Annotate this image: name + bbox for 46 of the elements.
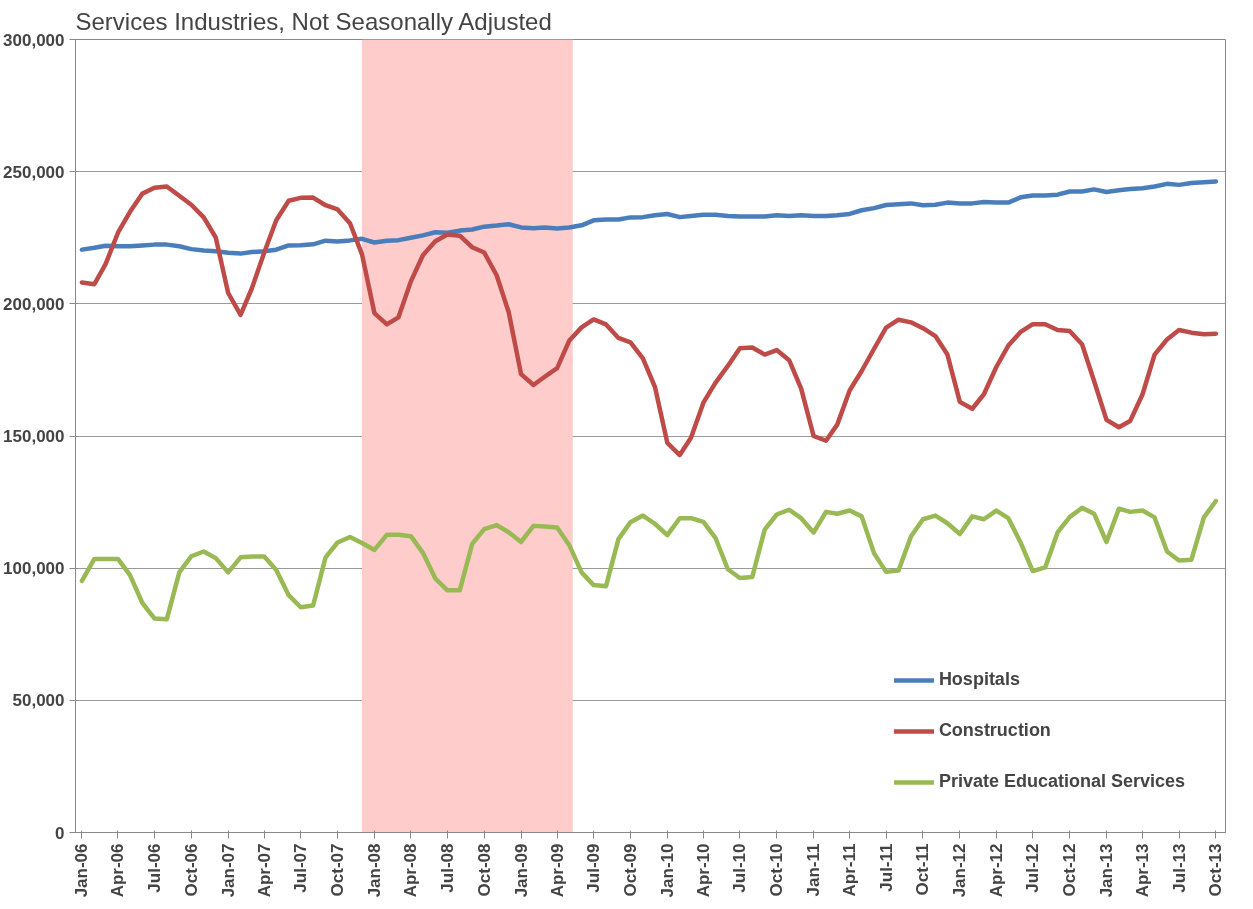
x-tick-label: Apr-09 xyxy=(547,843,567,898)
y-tick-label: 300,000 xyxy=(3,30,65,50)
y-tick-label: 50,000 xyxy=(12,691,65,711)
x-tick-label: Oct-12 xyxy=(1060,843,1080,897)
x-tick-label: Oct-10 xyxy=(767,843,787,897)
x-tick-label: Jan-06 xyxy=(72,843,92,898)
y-tick-label: 150,000 xyxy=(3,427,65,446)
x-tick-label: Apr-07 xyxy=(254,843,274,898)
x-tick-label: Jul-06 xyxy=(144,843,164,893)
x-tick-label: Apr-06 xyxy=(108,843,128,898)
x-tick-label: Apr-13 xyxy=(1133,843,1153,898)
x-tick-label: Jan-12 xyxy=(950,843,970,898)
x-tick-label: Jan-10 xyxy=(657,843,677,898)
x-tick-label: Jul-12 xyxy=(1023,843,1043,893)
x-tick-label: Jul-13 xyxy=(1169,843,1189,893)
x-tick-label: Jan-13 xyxy=(1096,843,1116,898)
x-tick-label: Jan-08 xyxy=(364,843,384,898)
legend-label: Private Educational Services xyxy=(938,771,1185,792)
x-tick-label: Jan-11 xyxy=(804,843,824,897)
x-tick-label: Oct-09 xyxy=(620,843,640,897)
chart-title: Services Industries, Not Seasonally Adjusted xyxy=(75,7,552,35)
line-series xyxy=(79,498,1219,622)
x-tick-label: Apr-10 xyxy=(693,843,713,898)
y-tick-label: 200,000 xyxy=(3,294,65,314)
legend-label: Hospitals xyxy=(938,669,1020,690)
x-tick-label: Oct-08 xyxy=(474,843,494,897)
y-tick-label: 100,000 xyxy=(3,559,65,579)
x-tick-label: Jan-09 xyxy=(511,843,531,898)
x-tick-label: Jul-09 xyxy=(584,843,604,893)
x-tick-label: Apr-08 xyxy=(401,843,421,898)
legend-label: Construction xyxy=(938,720,1051,741)
x-tick-label: Apr-12 xyxy=(986,843,1006,898)
x-tick-label: Oct-07 xyxy=(328,843,348,897)
x-tick-label: Jul-08 xyxy=(437,843,457,893)
x-tick-label: Apr-11 xyxy=(840,843,860,897)
y-tick-label: 0 xyxy=(55,823,65,843)
x-tick-label: Jul-10 xyxy=(730,843,750,893)
y-tick-label: 250,000 xyxy=(3,162,65,182)
x-tick-label: Oct-06 xyxy=(181,843,201,897)
x-tick-label: Jul-07 xyxy=(291,843,311,893)
x-tick-label: Jan-07 xyxy=(218,843,238,898)
x-tick-label: Oct-11 xyxy=(913,843,933,896)
line-series xyxy=(79,179,1219,256)
x-tick-label: Oct-13 xyxy=(1206,843,1226,897)
line-series xyxy=(79,184,1219,458)
x-tick-label: Jul-11 xyxy=(876,843,896,892)
